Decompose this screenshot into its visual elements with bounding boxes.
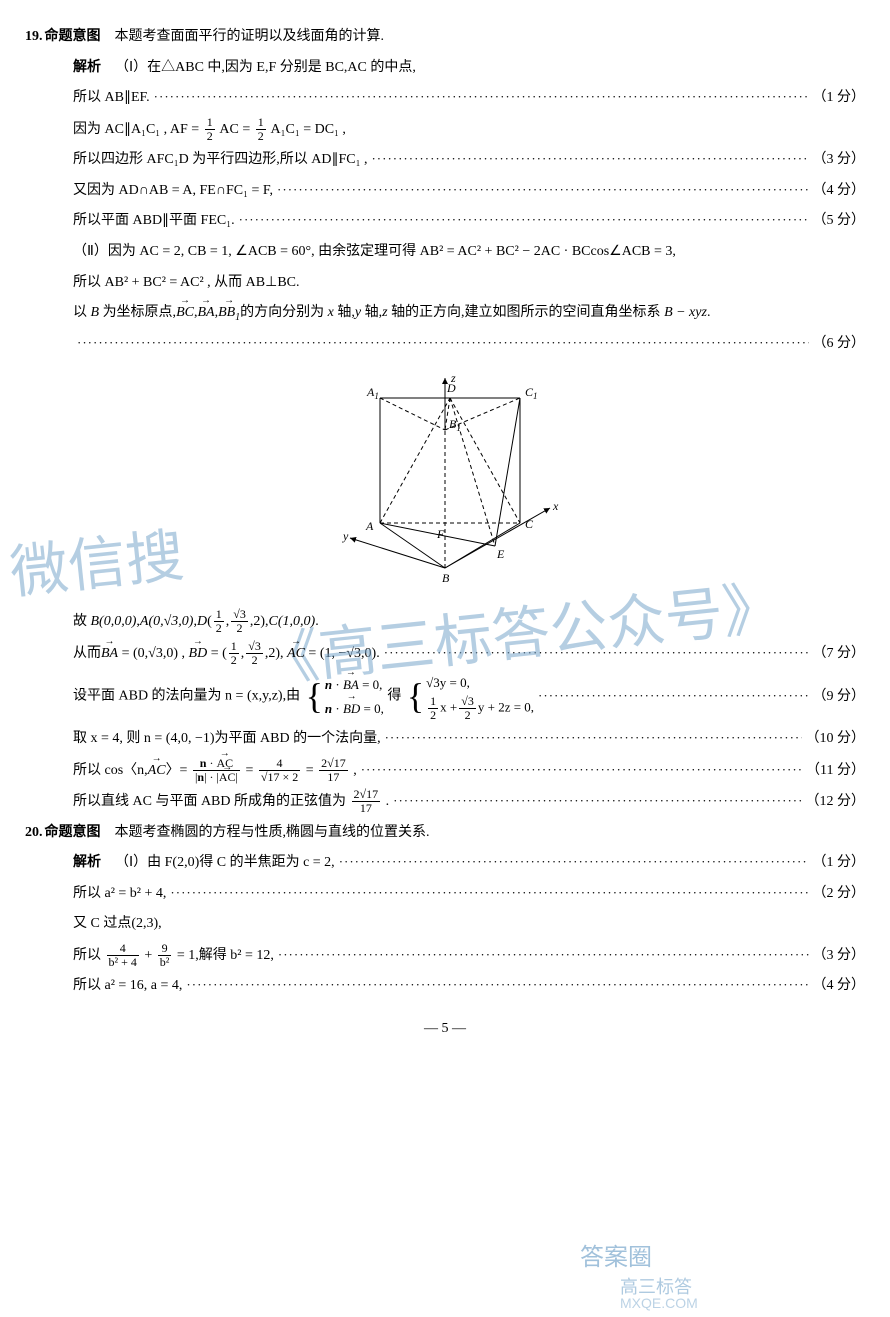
q20-l1: 解析 （Ⅰ）由 F(2,0)得 C 的半焦距为 c = 2, （1 分） <box>25 850 865 877</box>
question-number: 19. <box>25 24 43 51</box>
text: 因为 AC∥A₁C₁ , AF = 12 AC = 12 A₁C₁ = DC₁ … <box>73 116 346 144</box>
leader-dots <box>73 331 813 356</box>
score: （11 分） <box>806 758 865 785</box>
prism-figure: A1 D C1 B1 A F C E B x y z <box>25 368 865 599</box>
svg-text:z: z <box>450 371 456 385</box>
leader-dots <box>182 973 812 998</box>
text: （Ⅰ）在△ABC 中,因为 E,F 分别是 BC,AC 的中点, <box>115 55 416 82</box>
leader-dots <box>381 726 806 751</box>
page-footer: — 5 — <box>25 1016 865 1043</box>
leader-dots <box>235 208 813 233</box>
leader-dots <box>534 684 812 709</box>
q20-l4: 所以 4b² + 4 + 9b² = 1,解得 b² = 12, （3 分） <box>25 942 865 970</box>
text: 所以平面 ABD∥平面 FEC₁. <box>73 208 235 235</box>
text: （Ⅰ）由 F(2,0)得 C 的半焦距为 c = 2, <box>115 850 335 877</box>
text-part: A₁C₁ = DC₁ , <box>271 122 346 137</box>
q19-analysis-l1: 解析 （Ⅰ）在△ABC 中,因为 E,F 分别是 BC,AC 的中点, <box>25 55 865 82</box>
text: 以 B 为坐标原点,BC,BA,BB1的方向分别为 x 轴,y 轴,z 轴的正方… <box>73 300 710 327</box>
analysis-label: 解析 <box>73 850 101 877</box>
q19-l5: 又因为 AD∩AB = A, FE∩FC₁ = F, （4 分） <box>25 178 865 205</box>
watermark-text: MXQE.COM <box>620 1290 698 1317</box>
score: （5 分） <box>813 208 866 235</box>
text: 所以 AB∥EF. <box>73 85 150 112</box>
score: （1 分） <box>813 85 866 112</box>
intent-text: 本题考查面面平行的证明以及线面角的计算. <box>115 24 385 51</box>
q20-l2: 所以 a² = b² + 4, （2 分） <box>25 881 865 908</box>
score: （12 分） <box>806 789 866 816</box>
score: （3 分） <box>813 147 866 174</box>
q19-l9: 以 B 为坐标原点,BC,BA,BB1的方向分别为 x 轴,y 轴,z 轴的正方… <box>25 300 865 327</box>
score: （4 分） <box>813 178 866 205</box>
intent-label: 命题意图 <box>45 820 101 847</box>
fraction: 12 <box>205 116 215 143</box>
text-part: AC = <box>219 122 250 137</box>
fraction: 12 <box>256 116 266 143</box>
text: 所以四边形 AFC₁D 为平行四边形,所以 AD∥FC₁ , <box>73 147 367 174</box>
leader-dots <box>166 881 812 906</box>
score: （9 分） <box>813 684 866 711</box>
leader-dots <box>389 789 805 814</box>
q19-l15: 所以直线 AC 与平面 ABD 所成角的正弦值为 2√1717 . （12 分） <box>25 788 865 816</box>
score: （4 分） <box>813 973 866 1000</box>
q20-intent: 20. 命题意图 本题考查椭圆的方程与性质,椭圆与直线的位置关系. <box>25 820 865 847</box>
svg-text:F: F <box>436 527 445 541</box>
leader-dots <box>150 85 813 110</box>
intent-text: 本题考查椭圆的方程与性质,椭圆与直线的位置关系. <box>115 820 430 847</box>
svg-text:y: y <box>342 529 349 543</box>
q19-l6: 所以平面 ABD∥平面 FEC₁. （5 分） <box>25 208 865 235</box>
leader-dots <box>273 178 812 203</box>
q19-l9-score: （6 分） <box>25 331 865 358</box>
text: 设平面 ABD 的法向量为 n = (x,y,z),由 { n · BA = 0… <box>73 671 534 722</box>
score: （10 分） <box>806 726 866 753</box>
watermark-text: 答案圈 <box>580 1235 652 1281</box>
q19-l2: 所以 AB∥EF. （1 分） <box>25 85 865 112</box>
svg-text:x: x <box>552 499 559 513</box>
leader-dots <box>380 641 813 666</box>
analysis-label: 解析 <box>73 55 101 82</box>
leader-dots <box>357 758 806 783</box>
leader-dots <box>335 850 813 875</box>
svg-text:B: B <box>442 571 450 585</box>
prism-svg: A1 D C1 B1 A F C E B x y z <box>325 368 565 588</box>
leader-dots <box>367 147 812 172</box>
svg-text:A: A <box>365 519 374 533</box>
text: 所以 a² = 16, a = 4, <box>73 973 182 1000</box>
text: 所以直线 AC 与平面 ABD 所成角的正弦值为 2√1717 . <box>73 788 389 816</box>
text: 所以 cos〈n,AC〉= n · AC|n| · |AC| = 4√17 × … <box>73 757 357 785</box>
svg-text:E: E <box>496 547 505 561</box>
text: 所以 a² = b² + 4, <box>73 881 166 908</box>
q19-l3: 因为 AC∥A₁C₁ , AF = 12 AC = 12 A₁C₁ = DC₁ … <box>25 116 865 144</box>
text-part: 因为 AC∥A₁C₁ , AF = <box>73 122 199 137</box>
leader-dots <box>274 943 813 968</box>
text: 又因为 AD∩AB = A, FE∩FC₁ = F, <box>73 178 273 205</box>
q20-l5: 所以 a² = 16, a = 4, （4 分） <box>25 973 865 1000</box>
svg-text:C: C <box>525 517 534 531</box>
text: （Ⅱ）因为 AC = 2, CB = 1, ∠ACB = 60°, 由余弦定理可… <box>73 239 676 266</box>
svg-text:C1: C1 <box>525 385 538 401</box>
text: 又 C 过点(2,3), <box>73 911 162 938</box>
score: （3 分） <box>813 943 866 970</box>
text: 从而BA = (0,√3,0) , BD = (12,√32,2), AC = … <box>73 640 380 668</box>
q19-l7: （Ⅱ）因为 AC = 2, CB = 1, ∠ACB = 60°, 由余弦定理可… <box>25 239 865 266</box>
question-number: 20. <box>25 820 43 847</box>
svg-text:B1: B1 <box>449 417 461 433</box>
score: （2 分） <box>813 881 866 908</box>
q19-l12: 设平面 ABD 的法向量为 n = (x,y,z),由 { n · BA = 0… <box>25 671 865 722</box>
score: （7 分） <box>813 641 866 668</box>
q19-l4: 所以四边形 AFC₁D 为平行四边形,所以 AD∥FC₁ , （3 分） <box>25 147 865 174</box>
score: （1 分） <box>813 850 866 877</box>
intent-label: 命题意图 <box>45 24 101 51</box>
q19-l14: 所以 cos〈n,AC〉= n · AC|n| · |AC| = 4√17 × … <box>25 757 865 785</box>
watermark-text: 高三标答 <box>620 1270 692 1304</box>
q19-l11: 从而BA = (0,√3,0) , BD = (12,√32,2), AC = … <box>25 640 865 668</box>
svg-text:A1: A1 <box>366 385 379 401</box>
score: （6 分） <box>813 331 866 358</box>
q20-l3: 又 C 过点(2,3), <box>25 911 865 938</box>
q19-intent: 19. 命题意图 本题考查面面平行的证明以及线面角的计算. <box>25 24 865 51</box>
q19-l8: 所以 AB² + BC² = AC² , 从而 AB⊥BC. <box>25 270 865 297</box>
text: 所以 4b² + 4 + 9b² = 1,解得 b² = 12, <box>73 942 274 970</box>
q19-l10: 故 B(0,0,0),A(0,√3,0),D(12,√32,2),C(1,0,0… <box>25 608 865 636</box>
